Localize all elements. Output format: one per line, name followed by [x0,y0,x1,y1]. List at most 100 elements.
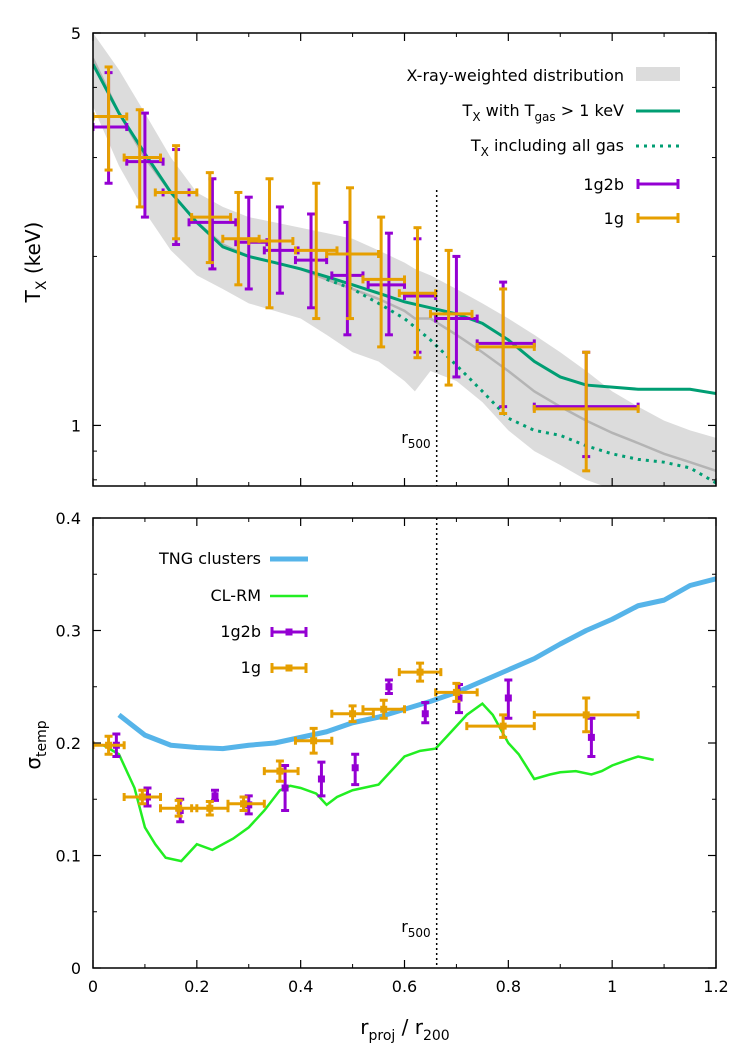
y-tick-label-1: 0.1 [56,847,81,866]
legend-1g-swatch [636,213,680,223]
y-axis-label-top: TX (keV) [21,222,50,304]
legend-1g-swatch [270,663,308,673]
top-1g-point-8 [361,215,406,349]
bottom-1g-marker-0 [105,741,113,749]
bottom-1g-point-1 [122,788,162,806]
bottom-1g2b-point-9 [421,701,430,725]
x-tick-label-1: 0.2 [184,977,209,996]
bottom-1g-point-10 [434,681,479,703]
bottom-1g-marker-12 [582,711,590,719]
bottom-1g2b-marker-10 [455,694,463,702]
bottom-1g2b-marker-12 [587,733,595,741]
bottom-1g-marker-9 [416,668,424,676]
bottom-1g-point-3 [190,800,230,817]
legend-1g2b-marker [285,628,293,636]
bottom-1g-marker-7 [349,710,357,718]
bottom-1g-point-4 [226,795,266,812]
top-1g-point-3 [190,171,233,265]
top-1g-point-1 [122,108,162,209]
bottom-1g-marker-5 [276,767,284,775]
top-1g-point-5 [247,177,295,310]
y-tick-label-0: 0 [71,959,81,978]
y-tick-label-2: 0.2 [56,734,81,753]
bottom-1g-marker-3 [206,804,214,812]
bottom-1g-marker-1 [138,793,146,801]
top-1g-point-7 [325,186,381,321]
bottom-1g2b-marker-5 [281,784,289,792]
bottom-1g-marker-10 [452,688,460,696]
legend-hot-label: TX with Tgas > 1 keV [462,101,625,124]
bottom-1g-marker-2 [175,804,183,812]
bottom-1g-marker-6 [310,737,318,745]
bottom-1g2b-marker-3 [211,792,219,800]
x-tick-label-0: 0 [88,977,98,996]
bottom-1g-point-6 [293,726,334,755]
xray-weighted-band [93,33,716,486]
legend-band-label: X-ray-weighted distribution [407,66,625,85]
plot-area-bottom [93,576,716,863]
bottom-1g-marker-8 [380,705,388,713]
legend-1g2b-swatch [270,627,308,637]
top-1g-point-0 [93,65,129,172]
svg-text:TX (keV): TX (keV) [21,222,50,304]
bottom-1g2b-point-6 [317,760,326,798]
top-1g-point-11 [475,287,536,416]
top-1g-point-6 [293,181,339,321]
legend-1g2b-swatch [636,179,680,189]
bottom-1g2b-point-5 [281,764,290,812]
legend-tng-label: TNG clusters [158,549,261,568]
top-1g2b-point-6 [293,212,329,310]
x-axis-label: rproj / r200 [360,1015,449,1044]
bottom-1g-point-9 [397,661,443,683]
bottom-1g2b-marker-8 [385,683,393,691]
y-tick-label-1: 5 [71,24,81,43]
bottom-1g-point-0 [93,734,126,756]
bottom-1g-marker-4 [240,800,248,808]
bottom-1g2b-point-7 [351,752,360,787]
bottom-1g2b-marker-6 [317,775,325,783]
r500-label-top: r500 [401,428,430,451]
bottom-1g2b-marker-11 [504,694,512,702]
bottom-1g2b-point-3 [211,788,220,802]
x-tick-label-2: 0.4 [288,977,313,996]
bottom-1g-point-8 [361,698,406,720]
r500-label-bottom: r500 [401,917,430,940]
legend-bottom: TNG clusters CL-RM 1g2b 1g [158,549,308,677]
y-tick-label-3: 0.3 [56,622,81,641]
x-tick-label-3: 0.6 [392,977,417,996]
bottom-1g-point-12 [532,696,640,734]
bottom-1g2b-marker-9 [421,710,429,718]
bottom-1g2b-point-11 [504,678,513,720]
top-1g-point-10 [428,248,474,387]
tng-clusters-line [117,576,716,752]
plot-frame [92,517,717,969]
bottom-1g-point-11 [465,713,536,739]
bottom-panel: r500 0 0.2 0.4 0.6 0.8 1 1.2 0 0.1 0.2 0.3 0.4 TNG cl… [56,509,729,996]
legend-band-swatch [636,67,680,81]
bottom-1g-point-5 [262,759,300,783]
y-axis-label-bottom: σtemp [21,720,50,769]
svg-text:rproj / r200: rproj / r200 [360,1015,449,1044]
top-1g-point-2 [153,144,199,241]
top-panel: r500 1 5 X-ray-weighted distribution TX with… [71,24,717,487]
bottom-1g2b-point-12 [587,716,596,758]
y-tick-label-0: 1 [71,416,81,435]
legend-1g-label: 1g [241,658,261,677]
legend-top: X-ray-weighted distribution TX with Tgas … [407,66,680,228]
x-tick-label-5: 1 [607,977,617,996]
x-tick-label-4: 0.8 [496,977,521,996]
top-1g2b-point-1 [125,111,165,219]
top-1g2b-point-10 [434,254,479,379]
legend-1g2b-label: 1g2b [220,622,261,641]
bottom-1g-marker-11 [499,722,507,730]
plot-area-top [93,33,716,486]
bottom-1g-point-7 [330,704,375,724]
legend-1g-marker [285,664,293,672]
top-1g-point-12 [532,350,640,473]
top-1g-point-9 [397,226,438,360]
tx-all-gas-line [326,278,716,485]
bottom-1g2b-marker-7 [351,764,359,772]
legend-all-label: TX including all gas [470,136,624,159]
legend-1g2b-label: 1g2b [583,175,624,194]
